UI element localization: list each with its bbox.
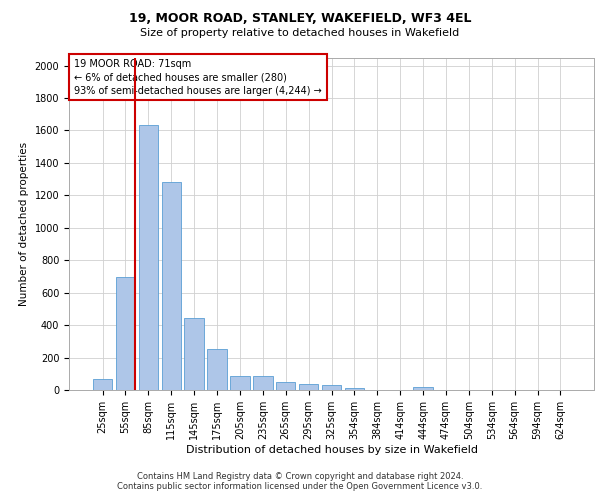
Bar <box>344 388 364 390</box>
Bar <box>208 349 227 390</box>
Text: Contains public sector information licensed under the Open Government Licence v3: Contains public sector information licen… <box>118 482 482 491</box>
Text: Contains HM Land Registry data © Crown copyright and database right 2024.: Contains HM Land Registry data © Crown c… <box>137 472 463 481</box>
Bar <box>322 386 341 390</box>
Bar <box>161 182 181 390</box>
Bar <box>184 318 204 390</box>
Bar <box>93 380 112 390</box>
Text: Size of property relative to detached houses in Wakefield: Size of property relative to detached ho… <box>140 28 460 38</box>
Bar <box>116 278 135 390</box>
Bar <box>276 382 295 390</box>
Y-axis label: Number of detached properties: Number of detached properties <box>19 142 29 306</box>
Bar <box>253 376 272 390</box>
Bar <box>413 387 433 390</box>
Text: 19, MOOR ROAD, STANLEY, WAKEFIELD, WF3 4EL: 19, MOOR ROAD, STANLEY, WAKEFIELD, WF3 4… <box>129 12 471 26</box>
Bar <box>139 125 158 390</box>
X-axis label: Distribution of detached houses by size in Wakefield: Distribution of detached houses by size … <box>185 444 478 454</box>
Text: 19 MOOR ROAD: 71sqm
← 6% of detached houses are smaller (280)
93% of semi-detach: 19 MOOR ROAD: 71sqm ← 6% of detached hou… <box>74 59 322 96</box>
Bar <box>299 384 319 390</box>
Bar <box>230 376 250 390</box>
